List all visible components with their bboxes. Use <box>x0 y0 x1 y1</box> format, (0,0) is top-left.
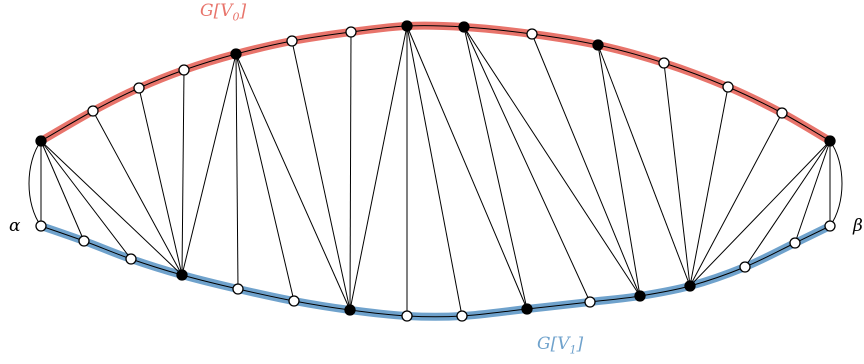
edge-t4-b6 <box>235 53 351 311</box>
edge-t0-b2 <box>40 140 132 260</box>
vertex-b11-filled <box>634 290 646 302</box>
edge-t13-b12 <box>689 112 783 287</box>
alpha-label: α <box>9 216 21 236</box>
edge-t7-b6 <box>349 25 408 311</box>
vertex-b8-open <box>456 310 468 322</box>
vertex-t1-open <box>87 105 99 117</box>
vertex-t3-open <box>178 64 190 76</box>
vertex-b13-open <box>739 261 751 273</box>
vertex-t6-open <box>345 26 357 38</box>
left-side-arc <box>28 140 42 227</box>
edge-t3-b3 <box>181 69 185 276</box>
edge-t0-b3 <box>40 140 183 276</box>
vertex-b14-open <box>789 237 801 249</box>
top-set-label: G[V0] <box>200 1 247 24</box>
edge-t7-b9 <box>406 25 528 310</box>
vertex-b4-open <box>232 283 244 295</box>
edge-t4-b3 <box>181 53 237 276</box>
vertex-t10-filled <box>592 39 604 51</box>
vertex-t8-filled <box>458 21 470 33</box>
edge-layer <box>40 25 831 317</box>
edge-t6-b6 <box>349 31 352 311</box>
vertex-layer <box>35 20 836 322</box>
edge-t14-b14 <box>794 140 831 244</box>
vertex-t7-filled <box>401 20 413 32</box>
bottom-path-line <box>40 225 831 318</box>
edge-t10-b11 <box>597 44 641 297</box>
edge-t9-b11 <box>531 33 641 297</box>
vertex-t11-open <box>658 57 670 69</box>
edge-t4-b4 <box>235 53 239 290</box>
edge-t8-b9 <box>463 26 528 310</box>
vertex-b15-open <box>824 220 836 232</box>
vertex-b6-filled <box>344 304 356 316</box>
vertex-t14-filled <box>824 135 836 147</box>
edge-t7-b8 <box>406 25 463 317</box>
top-path-line <box>40 25 831 142</box>
vertex-b0-open <box>35 220 47 232</box>
bottom-set-label-text: G[V1] <box>537 334 584 357</box>
vertex-t2-open <box>133 82 145 94</box>
edge-t14-b13 <box>744 140 831 268</box>
vertex-b9-filled <box>521 303 533 315</box>
edge-t2-b3 <box>138 87 183 276</box>
vertex-b12-filled <box>684 280 696 292</box>
beta-label: β <box>853 216 863 236</box>
edge-t0-b1 <box>40 140 85 242</box>
right-side-arc <box>829 140 843 227</box>
vertex-b2-open <box>125 253 137 265</box>
vertex-t13-open <box>776 107 788 119</box>
bottom-path-highlight <box>37 222 834 321</box>
vertex-t0-filled <box>35 135 47 147</box>
vertex-b1-open <box>78 235 90 247</box>
edge-t4-b5 <box>235 53 295 302</box>
vertex-b10-open <box>584 296 596 308</box>
edge-t5-b6 <box>291 40 351 311</box>
edge-t11-b12 <box>663 62 691 287</box>
edge-t1-b3 <box>92 110 183 276</box>
vertex-b5-open <box>288 295 300 307</box>
edge-t8-b11 <box>463 26 641 297</box>
edge-t12-b12 <box>689 86 729 287</box>
edge-t8-b10 <box>463 26 591 303</box>
vertex-t5-open <box>286 35 298 47</box>
edge-t10-b12 <box>597 44 691 287</box>
vertex-t12-open <box>722 81 734 93</box>
top-set-label-text: G[V0] <box>200 1 247 24</box>
vertex-t4-filled <box>230 48 242 60</box>
highlight-paths <box>28 21 843 321</box>
vertex-b3-filled <box>176 269 188 281</box>
bottom-set-label: G[V1] <box>537 334 584 357</box>
vertex-t9-open <box>526 28 538 40</box>
edge-t14-b12 <box>689 140 831 287</box>
top-path-highlight <box>37 21 834 145</box>
vertex-b7-open <box>401 310 413 322</box>
